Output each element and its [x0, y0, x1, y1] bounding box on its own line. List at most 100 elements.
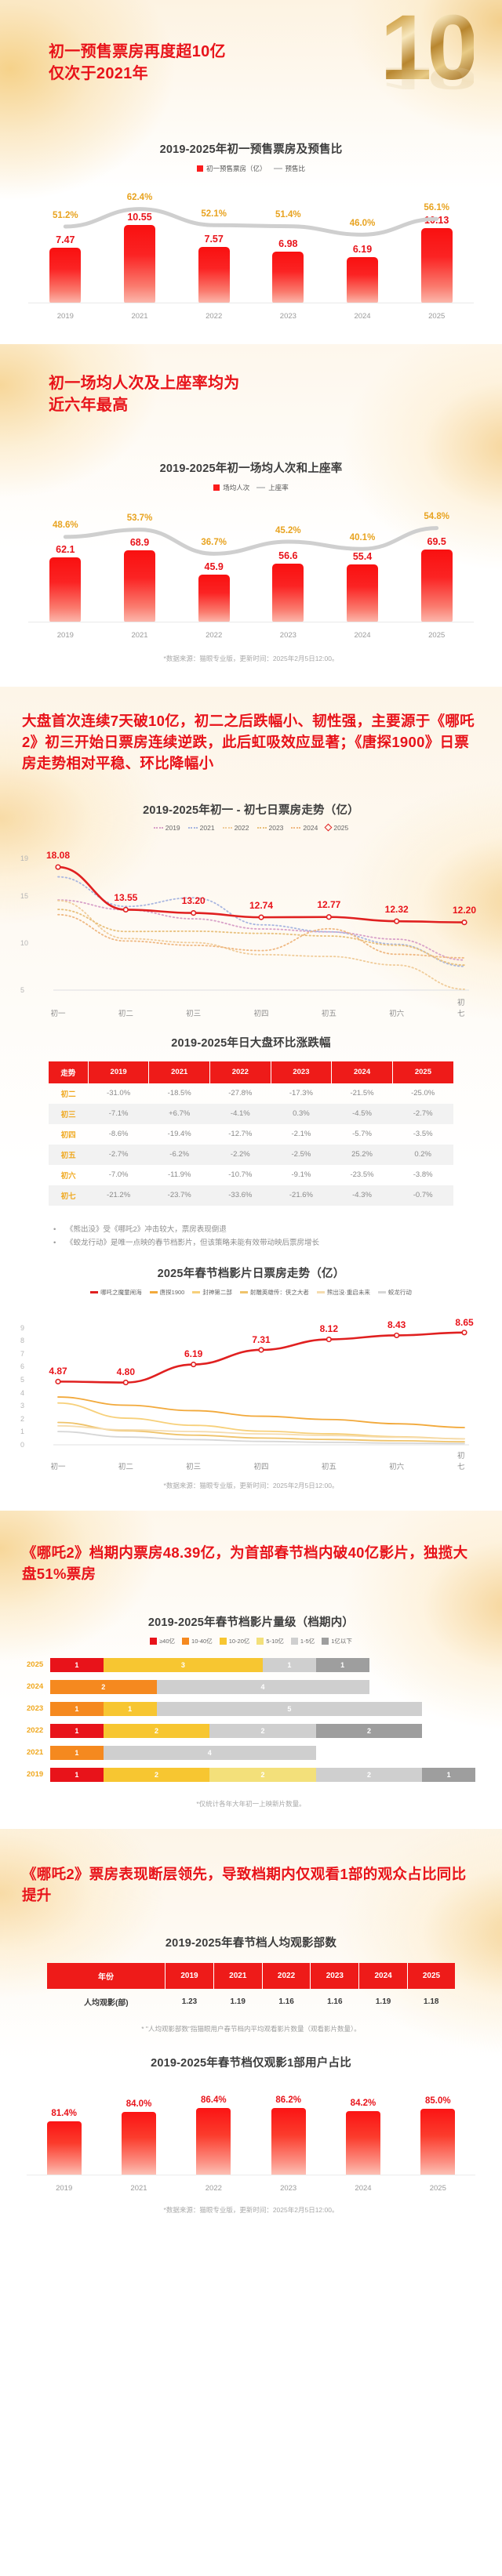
section-daily-trend: 大盘首次连续7天破10亿，初二之后跌幅小、韧性强，主要源于《哪吒2》初三开始日票…: [0, 686, 502, 1511]
segment-spacer: [369, 1680, 476, 1694]
bar-value-label: 6.19: [352, 244, 373, 256]
bar-value-label: 6.98: [278, 238, 298, 249]
percent-label: 51.4%: [275, 210, 301, 220]
data-point: [461, 1330, 467, 1336]
y-axis-tick: 7: [20, 1349, 25, 1358]
x-axis-label: 初六: [389, 1009, 405, 1018]
bar-group-presale: 7.47 10.55 7.57 6.98 6.19 10.13: [28, 203, 474, 303]
bar-column: 86.2%: [251, 2095, 326, 2176]
legend-swatch-icon: [90, 1291, 99, 1293]
column-header: 2019: [165, 1963, 214, 1990]
bar-value-label: 85.0%: [425, 2095, 451, 2106]
big-number-10: 10: [380, 0, 478, 100]
table-cell: 1.23: [181, 1997, 198, 2007]
table-cell: +6.7%: [148, 1103, 210, 1124]
percent-label: 62.4%: [126, 193, 153, 203]
column-header: 2021: [213, 1963, 263, 1990]
y-axis-tick: 8: [20, 1337, 25, 1345]
x-axis-label: 2025: [428, 311, 446, 321]
table-cell: -2.5%: [271, 1144, 332, 1165]
legend-item-bar: 场均人次: [213, 483, 249, 492]
table-cell: -7.1%: [88, 1103, 149, 1124]
column-header: 走势: [49, 1061, 89, 1083]
table-cell: 1.16: [278, 1997, 294, 2007]
data-label: 13.20: [181, 895, 206, 907]
x-axis-label: 2022: [206, 311, 223, 321]
data-point: [191, 909, 197, 916]
data-point: [461, 919, 467, 925]
chart-single-film-share: 81.4% 84.0% 86.4% 86.2% 84.2% 85.0% 2019 2021 2…: [27, 2077, 475, 2194]
segment-spacer: [422, 1724, 475, 1738]
legend-label: 熊出没·重启未来: [326, 1288, 370, 1296]
row-header: 人均观影(部): [83, 1999, 129, 2008]
data-label: 12.74: [249, 899, 274, 911]
x-axis-label: 初四: [253, 1462, 269, 1471]
y-axis-tick: 10: [20, 938, 29, 947]
bar: [347, 257, 379, 303]
percent-label: 40.1%: [349, 532, 376, 542]
table-cell: -6.2%: [148, 1144, 210, 1165]
legend-item-bar: 初一预售票房（亿）: [196, 164, 267, 173]
list-item: 《熊出没》受《哪吒2》冲击较大，票房表现倒退: [53, 1223, 449, 1237]
row-header: 初四: [60, 1130, 76, 1140]
bar: [420, 227, 453, 303]
row-header: 初七: [49, 1185, 89, 1206]
legend-label: 10-40亿: [191, 1637, 213, 1645]
table-cell: -18.5%: [167, 1089, 191, 1098]
section-presale: 10 10 初一预售票房再度超10亿 仅次于2021年 2019-2025年初一…: [0, 0, 502, 344]
stacked-segment: 1: [422, 1767, 475, 1782]
bar-value-label: 10.55: [127, 211, 152, 223]
x-axis-label: 初一: [50, 1462, 66, 1471]
bar-column: 10.55: [103, 203, 177, 303]
table-cell: 1.18: [424, 1997, 439, 2007]
percent-label: 51.2%: [53, 210, 78, 220]
x-axis-label: 初五: [321, 1462, 336, 1471]
legend-label: 唐探1900: [159, 1288, 185, 1296]
dashed-line-icon: [187, 826, 198, 829]
legend-item-line: 上座率: [256, 483, 289, 492]
y-axis-tick: 4: [20, 1388, 25, 1397]
chart-films-2025: 9 8 7 6 5 4 3 2 1 0 4.87 4.80 6.19 7.31 8.12 8.43 8.65 初一…: [20, 1301, 478, 1471]
legend-swatch-icon: [182, 1637, 190, 1645]
y-axis-tick: 1: [20, 1428, 25, 1436]
daily-trend-svg: [53, 864, 469, 991]
stacked-segment: 4: [156, 1679, 369, 1694]
series-line-唐探1900: [57, 1395, 465, 1428]
stacked-bar-row: 2019 1 2 2 2 1: [27, 1766, 475, 1783]
bar: [347, 564, 379, 622]
legend-swatch-icon: [150, 1637, 158, 1645]
row-year-label: 2019: [27, 1770, 44, 1780]
chart-title-presale: 2019-2025年初一预售票房及预售比: [159, 143, 343, 156]
bar-value-label: 7.57: [204, 234, 224, 245]
y-axis-tick: 15: [20, 891, 29, 900]
legend-swatch-icon: [149, 1291, 158, 1293]
row-year-label: 2021: [27, 1748, 44, 1758]
table-header-row: 年份 2019 2021 2022 2023 2024 2025: [47, 1963, 455, 1990]
bar-column: 81.4%: [27, 2095, 101, 2176]
bar-column: 62.1: [28, 522, 103, 622]
big-number-10-reflection: 10: [380, 60, 474, 96]
stacked-segment: 2: [50, 1679, 157, 1694]
y-axis-tick: 0: [20, 1440, 25, 1449]
dashed-line-icon: [153, 826, 163, 829]
trend-line: [63, 525, 439, 556]
table-cell: -12.7%: [228, 1130, 253, 1139]
bar-column: 7.47: [28, 203, 103, 303]
table-row: 初七 -21.2% -23.7% -33.6% -21.6% -4.3% -0.7%: [49, 1185, 453, 1206]
x-axis-label: 2021: [131, 630, 148, 640]
data-label: 13.55: [114, 892, 138, 904]
x-axis-label: 2021: [130, 2184, 147, 2193]
footnote-section2: *数据来源：猫眼专业版，更新时间：2025年2月5日12:00。: [163, 654, 339, 662]
legend-label: 1-5亿: [300, 1637, 315, 1645]
data-point: [326, 1336, 332, 1342]
section5-headline: 《哪吒2》票房表现断层领先，导致档期内仅观看1部的观众占比同比提升: [22, 1865, 467, 1903]
section-film-scale: 《哪吒2》档期内票房48.39亿，为首部春节档内破40亿影片，独揽大盘51%票房…: [0, 1510, 502, 1829]
bar-column: 69.5: [399, 522, 474, 622]
table-cell: 1.19: [230, 1997, 246, 2007]
legend-films: 哪吒之魔童闹海 唐探1900 封神第二部 射雕英雄传：侠之大者 熊出没·重启未来 蛟龙行动: [0, 1288, 502, 1297]
chart-title-films: 2025年春节档影片日票房走势（亿）: [157, 1267, 345, 1280]
section2-headline: 初一场均人次及上座率均为 近六年最高: [0, 344, 502, 417]
section3-headline: 大盘首次连续7天破10亿，初二之后跌幅小、韧性强，主要源于《哪吒2》初三开始日票…: [22, 712, 475, 772]
percent-label: 45.2%: [275, 525, 301, 535]
